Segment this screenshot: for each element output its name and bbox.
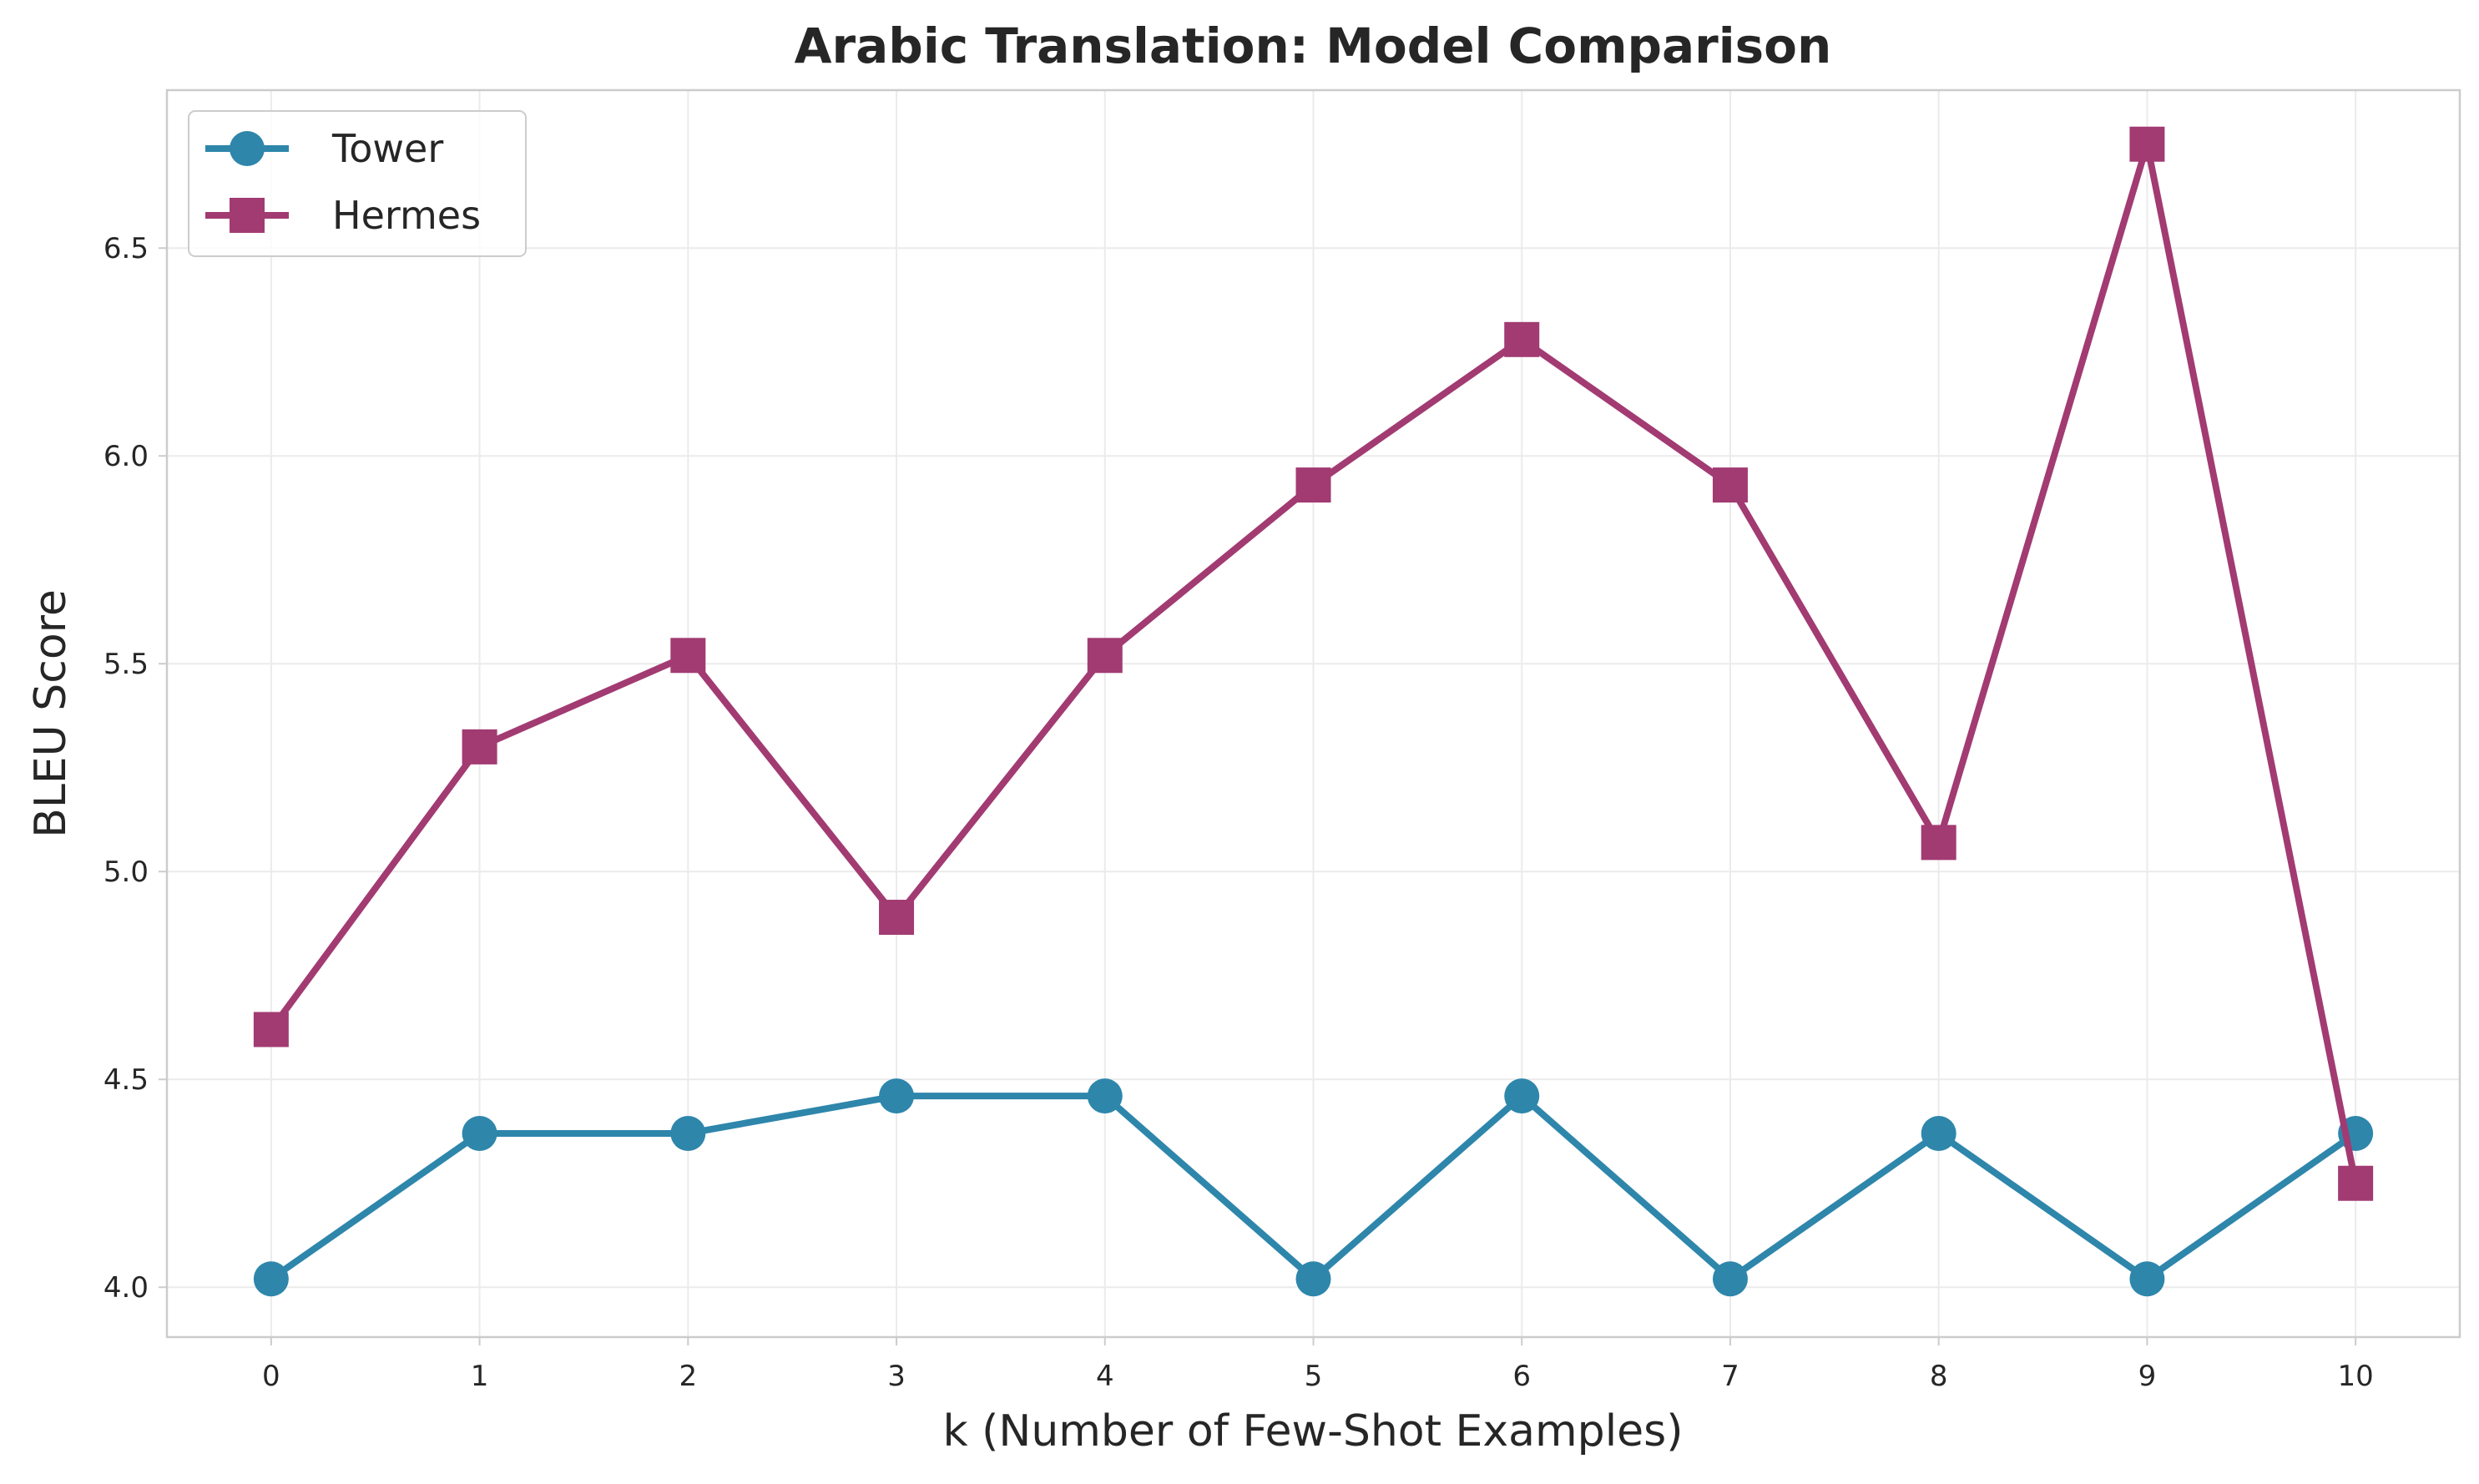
hermes-point (462, 729, 497, 765)
legend-hermes-marker (230, 198, 265, 233)
hermes-point (1712, 467, 1748, 503)
hermes-point (1921, 825, 1956, 861)
hermes-point (1087, 638, 1123, 674)
x-tick-label: 0 (262, 1360, 280, 1393)
hermes-point (2338, 1165, 2374, 1201)
x-tick-label: 2 (679, 1360, 697, 1393)
tower-point (253, 1261, 289, 1297)
legend: Tower Hermes (188, 110, 527, 257)
chart-title: Arabic Translation: Model Comparison (795, 18, 1832, 74)
x-axis-label: k (Number of Few-Shot Examples) (942, 1406, 1683, 1456)
hermes-point (1295, 467, 1331, 503)
x-tick-label: 5 (1305, 1360, 1323, 1393)
tower-point (1295, 1261, 1331, 1297)
tower-point (1087, 1078, 1123, 1114)
x-tick-label: 3 (887, 1360, 906, 1393)
x-tick-label: 10 (2338, 1360, 2374, 1393)
tower-point (670, 1115, 706, 1151)
y-tick-label: 4.0 (104, 1271, 149, 1305)
x-tick-label: 9 (2138, 1360, 2157, 1393)
legend-tower-label: Tower (331, 126, 443, 171)
legend-tower-marker (230, 131, 265, 166)
tower-point (2129, 1261, 2165, 1297)
hermes-point (879, 900, 915, 936)
y-tick-label: 4.5 (104, 1063, 149, 1097)
y-tick-label: 6.0 (104, 440, 149, 473)
tower-point (1921, 1115, 1956, 1151)
hermes-series (253, 126, 2374, 1201)
tower-point (462, 1115, 497, 1151)
x-tick-label: 4 (1096, 1360, 1114, 1393)
x-tick-label: 6 (1512, 1360, 1531, 1393)
hermes-point (1504, 321, 1540, 357)
tower-point (1712, 1261, 1748, 1297)
tower-point (1504, 1078, 1540, 1114)
hermes-point (2129, 126, 2165, 162)
y-axis-label: BLEU Score (26, 589, 76, 838)
x-tick-label: 1 (471, 1360, 489, 1393)
legend-hermes-label: Hermes (332, 193, 481, 238)
hermes-point (253, 1012, 289, 1047)
axis-ticks: 0 1 2 3 4 5 6 7 8 9 10 4.0 4.5 5.0 5.5 6.0 6.5 (104, 232, 2374, 1393)
tower-point (879, 1078, 915, 1114)
x-tick-label: 8 (1930, 1360, 1948, 1393)
y-tick-label: 5.0 (104, 856, 149, 889)
x-tick-label: 7 (1721, 1360, 1739, 1393)
y-tick-label: 6.5 (104, 232, 149, 265)
series-lines (253, 126, 2374, 1297)
y-tick-label: 5.5 (104, 648, 149, 681)
hermes-point (670, 638, 706, 674)
